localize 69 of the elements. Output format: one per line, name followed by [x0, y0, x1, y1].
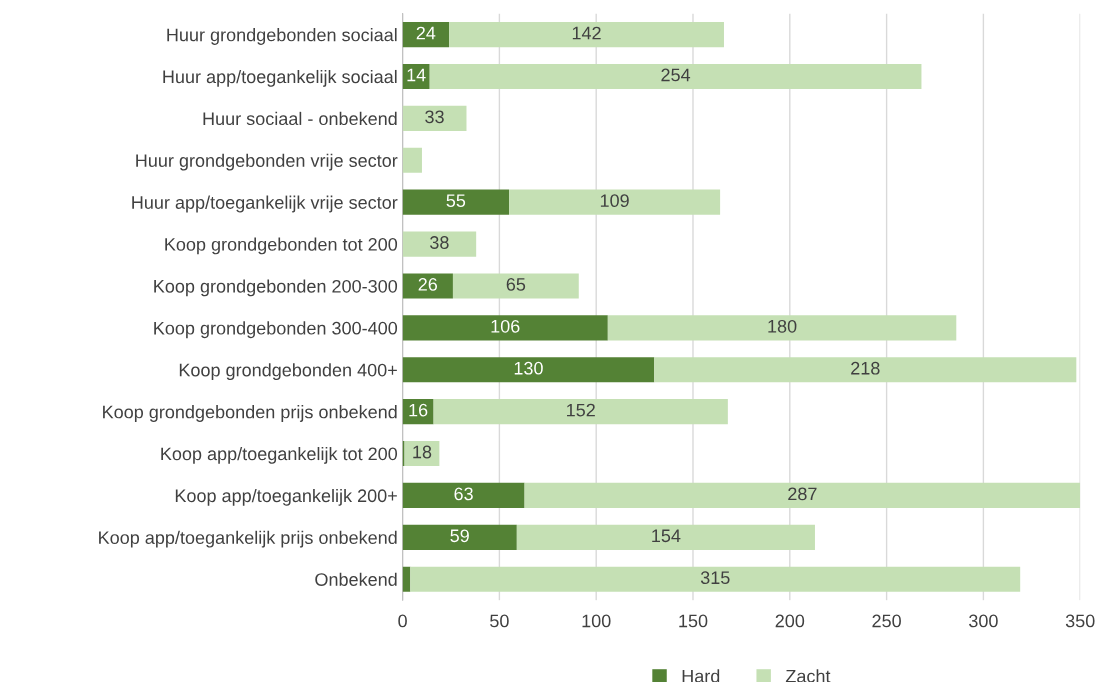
y-tick-label: Huur sociaal - onbekend	[203, 111, 397, 126]
bar	[654, 357, 1077, 383]
data-label: 254	[661, 68, 691, 82]
y-tick-label: Huur app/toegankelijk vrije sector	[132, 195, 398, 213]
bar	[402, 399, 434, 425]
bar	[410, 566, 1021, 592]
data-label: 33	[425, 110, 444, 124]
data-label: 14	[407, 68, 426, 82]
y-tick-label: Huur app/toegankelijk sociaal	[163, 69, 397, 87]
data-label: 152	[567, 403, 595, 417]
bar	[402, 357, 655, 383]
y-tick-label: Koop grondgebonden prijs onbekend	[103, 405, 397, 422]
data-label: 24	[416, 26, 436, 40]
legend-label: Zacht	[785, 669, 831, 682]
x-tick-label: 0	[398, 614, 407, 628]
data-label: 38	[430, 236, 449, 249]
bar	[449, 22, 724, 48]
bar	[402, 147, 422, 173]
data-label: 287	[788, 487, 817, 501]
x-tick-label: 300	[969, 614, 998, 628]
x-tick-label: 250	[872, 614, 901, 628]
bar	[402, 189, 510, 215]
bar	[509, 189, 721, 215]
bar	[452, 273, 579, 299]
x-tick-label: 200	[775, 614, 805, 628]
bar	[516, 524, 815, 550]
y-tick-label: Koop app/toegankelijk tot 200	[161, 446, 398, 464]
data-label: 315	[700, 571, 730, 585]
bar	[402, 22, 450, 48]
data-label: 106	[491, 319, 520, 333]
x-tick-label: 350	[1065, 614, 1095, 628]
y-tick-label: Koop grondgebonden 300-400	[154, 321, 398, 339]
bar	[402, 524, 517, 550]
bar	[402, 273, 453, 299]
bar	[402, 482, 525, 508]
bar	[402, 231, 477, 257]
y-tick-label: Koop grondgebonden tot 200	[165, 237, 398, 255]
data-label: 16	[409, 403, 428, 417]
x-tick-label: 100	[582, 614, 611, 628]
bar	[402, 566, 411, 592]
data-label: 130	[514, 361, 543, 375]
data-label: 59	[450, 529, 469, 543]
y-tick-label: Koop grondgebonden 200-300	[154, 279, 398, 297]
y-tick-label: Huur grondgebonden sociaal	[167, 28, 397, 45]
y-tick-label: Onbekend	[315, 572, 397, 586]
data-label: 18	[413, 445, 432, 459]
bar	[429, 63, 922, 90]
data-label: 109	[600, 194, 629, 208]
y-tick-label: Koop grondgebonden 400+	[179, 363, 397, 381]
bar	[607, 315, 957, 341]
data-label: 26	[418, 278, 438, 291]
data-label: 154	[652, 529, 681, 543]
bar	[402, 63, 430, 90]
y-tick-label: Huur grondgebonden vrije sector	[136, 153, 398, 171]
data-label: 218	[851, 361, 880, 375]
bar	[402, 105, 467, 131]
legend-label: Hard	[682, 669, 720, 682]
y-tick-label: Koop app/toegankelijk prijs onbekend	[99, 530, 397, 548]
data-label: 63	[454, 487, 473, 501]
x-tick-label: 50	[490, 614, 509, 628]
data-label: 65	[506, 278, 526, 291]
data-label: 142	[572, 26, 601, 40]
data-label: 180	[768, 319, 797, 333]
data-label: 55	[446, 194, 466, 208]
x-tick-label: 150	[679, 614, 708, 628]
bar	[402, 315, 608, 341]
bar	[433, 399, 728, 425]
bar	[524, 482, 1081, 508]
y-tick-label: Koop app/toegankelijk 200+	[175, 488, 397, 506]
